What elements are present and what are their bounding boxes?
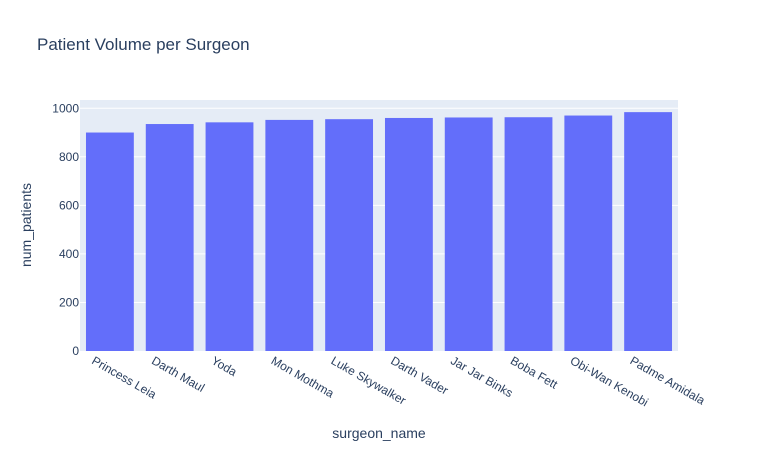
y-tick-label: 400 xyxy=(59,247,79,261)
y-tick-label: 1000 xyxy=(52,101,79,115)
y-tick-label: 200 xyxy=(59,295,79,309)
bar-mon-mothma[interactable] xyxy=(265,119,314,352)
bar-luke-skywalker[interactable] xyxy=(325,119,374,352)
chart-title: Patient Volume per Surgeon xyxy=(37,35,250,54)
bar-princess-leia[interactable] xyxy=(85,132,134,351)
y-tick-label: 800 xyxy=(59,150,79,164)
bar-jar-jar-binks[interactable] xyxy=(444,117,493,351)
bar-padme-amidala[interactable] xyxy=(624,112,673,351)
y-tick-label: 600 xyxy=(59,198,79,212)
y-tick-label: 0 xyxy=(72,344,79,358)
x-tick-label: Yoda xyxy=(209,353,240,379)
y-axis-title: num_patients xyxy=(18,183,34,267)
bar-obi-wan-kenobi[interactable] xyxy=(564,115,613,351)
bar-darth-maul[interactable] xyxy=(145,124,194,351)
bar-darth-vader[interactable] xyxy=(384,117,433,351)
x-tick-label: Boba Fett xyxy=(508,353,561,391)
x-tick-label: Jar Jar Binks xyxy=(448,353,515,400)
bar-boba-fett[interactable] xyxy=(504,117,553,351)
y-axis-ticks: 0 200 400 600 800 1000 xyxy=(52,101,79,358)
x-axis-title: surgeon_name xyxy=(332,425,426,441)
x-tick-label: Mon Mothma xyxy=(269,353,337,400)
bar-yoda[interactable] xyxy=(205,122,254,351)
bars xyxy=(85,112,673,352)
x-tick-label: Princess Leia xyxy=(89,353,159,401)
